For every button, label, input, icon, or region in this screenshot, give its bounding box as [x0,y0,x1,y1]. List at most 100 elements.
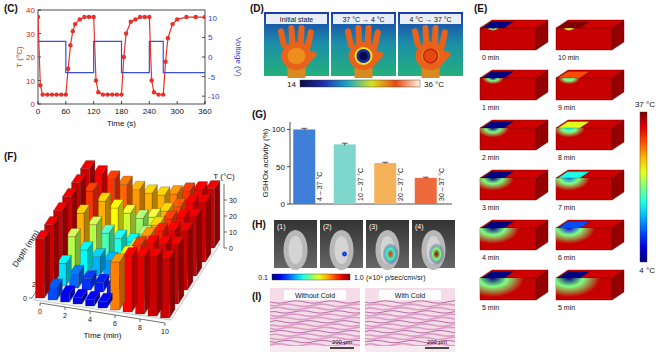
cooling-patch [558,272,590,278]
y2-tick-label: 0 [208,53,213,62]
bar [73,289,87,304]
label-bg [400,14,461,24]
y-tick-label: 40 [26,6,35,15]
block-side [612,170,624,200]
bar-top [45,216,59,224]
point [38,83,42,87]
bar-side [215,180,220,248]
point [124,31,128,35]
bar-top [156,187,170,195]
bar-top [98,293,112,301]
point [166,36,170,40]
point [71,29,75,33]
y2-tick [202,96,205,97]
colorbar [640,112,647,262]
point [78,17,82,21]
bar [86,291,100,306]
y2-tick-label: 10 [208,14,217,23]
time-tick-label: 8 [138,324,142,331]
point [101,92,105,96]
error-bar [342,143,348,145]
y2-tick [202,37,205,38]
bar-top [131,181,145,189]
point [142,15,146,19]
category-label: 10 – 37 °C [357,168,364,201]
mouse-body [284,230,308,270]
cooling-patch [482,272,514,278]
point [161,92,165,96]
bar-top [93,166,107,174]
x-tick-label: 300 [170,107,184,116]
time-tick [40,303,41,306]
bar [123,248,137,312]
y-axis-label: T (°C) [15,46,24,68]
bar [48,279,62,300]
point [40,92,44,96]
bar-top [179,222,193,230]
bar [415,178,437,204]
bar-top [97,193,111,201]
frame-label: 2 min [482,154,499,161]
tissue-layer [270,327,360,329]
scale-bar-label: 200 μm [427,339,447,345]
category-label: 20 – 37 °C [397,168,404,201]
point [152,90,156,94]
cold-core [360,52,368,60]
block-front [556,28,612,50]
tissue-layer [270,324,360,326]
y-tick [287,166,290,167]
cold-region [480,178,514,191]
bar-side [170,250,175,318]
colorbar [300,80,420,87]
panel-label: (E) [474,3,487,14]
mouse-body [330,230,354,270]
bar-top [161,250,175,258]
cold-region [482,78,504,84]
block-side [536,170,548,200]
frame-label: 8 min [558,154,575,161]
image-label: Initial state [280,16,314,23]
bar-top [82,270,96,278]
error-cap [342,143,348,144]
cooling-patch [482,22,514,28]
frame-label: 6 min [558,254,575,261]
finger [355,25,362,45]
y-tick-label: 100 [272,125,286,134]
bar-top [184,196,198,204]
cooling-patch [558,72,590,78]
tissue-layer [365,331,455,333]
thermal-image [264,12,329,78]
bar-top [134,210,148,218]
scale-bar [425,347,449,349]
error-bar [301,128,307,130]
image-label: Without Cold [295,292,335,299]
y-axis-label: GSHOx activity (%) [261,128,270,197]
y2-tick-label: 5 [208,33,213,42]
point [203,15,205,19]
bar-side [179,236,184,304]
block-side [536,20,548,50]
label-bg [284,290,346,300]
point [87,15,91,19]
tissue-layer [365,324,455,326]
bar-top [84,183,98,191]
frame-label: 5 min [482,304,499,311]
frame-label: 4 min [482,254,499,261]
simulation-block [472,165,548,200]
cooling-patch [482,122,514,128]
colorbar-label: 37 °C [635,100,655,109]
bar-side [145,248,150,314]
x-tick [65,101,66,104]
bar-top [86,291,100,299]
y2-axis-label: Voltage (V) [234,37,243,77]
z-tick [224,216,227,217]
y-tick-label: 0 [31,100,36,109]
simulation-block [467,212,548,250]
bar-top [118,176,132,184]
colorbar-label: 1.0 [354,274,364,281]
tissue-layer [270,307,360,309]
point [133,17,137,21]
x-tick [93,101,94,104]
bar-top [157,236,171,244]
time-tick-label: 4 [88,316,92,323]
